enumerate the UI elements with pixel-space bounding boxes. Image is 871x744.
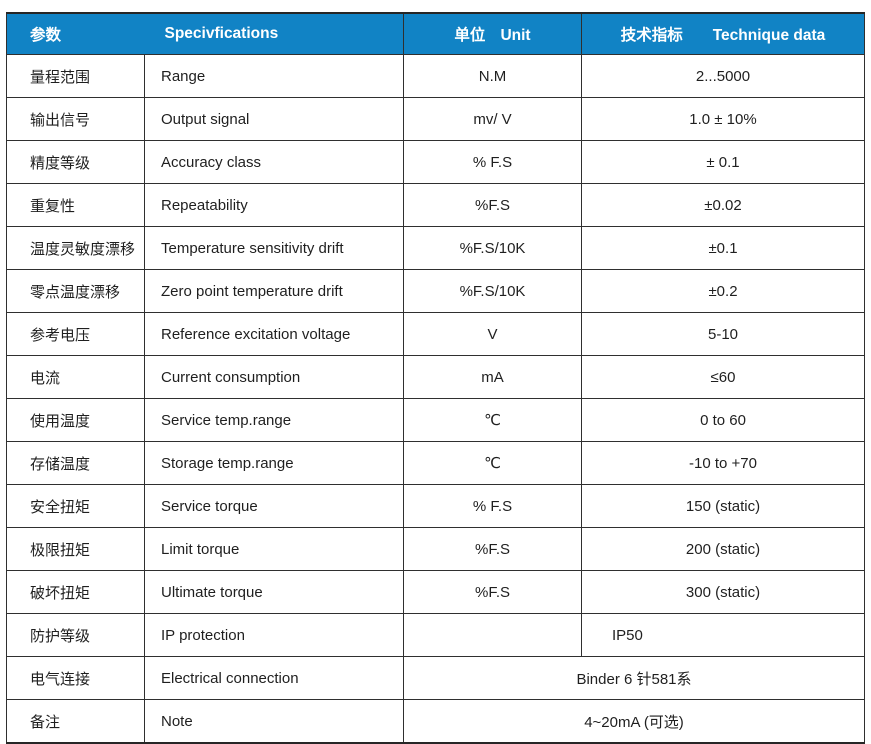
header-unit-en: Unit bbox=[500, 27, 531, 44]
value-cell: ±0.02 bbox=[581, 183, 865, 227]
header-tech-zh: 技术指标 bbox=[620, 27, 683, 44]
table-row-service-torque: 安全扭矩 Service torque % F.S 150 (static) bbox=[6, 484, 865, 528]
unit-cell: % F.S bbox=[403, 140, 582, 184]
spec-cell: Zero point temperature drift bbox=[144, 269, 404, 313]
value-cell: 1.0 ± 10% bbox=[581, 97, 865, 141]
param-cell: 存储温度 bbox=[6, 441, 145, 485]
param-cell: 精度等级 bbox=[6, 140, 145, 184]
table-row-zero-point-temp-drift: 零点温度漂移 Zero point temperature drift %F.S… bbox=[6, 269, 865, 313]
param-cell: 参考电压 bbox=[6, 312, 145, 356]
table-row-repeatability: 重复性 Repeatability %F.S ±0.02 bbox=[6, 183, 865, 227]
unit-cell: %F.S bbox=[403, 183, 582, 227]
value-cell: ±0.1 bbox=[581, 226, 865, 270]
value-cell: ± 0.1 bbox=[581, 140, 865, 184]
value-cell: IP50 bbox=[581, 613, 865, 657]
header-unit: 单位 Unit bbox=[403, 12, 582, 55]
spec-cell: Accuracy class bbox=[144, 140, 404, 184]
unit-cell: %F.S bbox=[403, 570, 582, 614]
value-cell: 5-10 bbox=[581, 312, 865, 356]
param-cell: 使用温度 bbox=[6, 398, 145, 442]
unit-cell: % F.S bbox=[403, 484, 582, 528]
param-cell: 输出信号 bbox=[6, 97, 145, 141]
spec-cell: Note bbox=[144, 699, 404, 744]
param-cell: 电流 bbox=[6, 355, 145, 399]
header-specifications: Specivfications bbox=[144, 12, 404, 55]
value-cell: 2...5000 bbox=[581, 54, 865, 98]
spec-cell: Temperature sensitivity drift bbox=[144, 226, 404, 270]
param-cell: 安全扭矩 bbox=[6, 484, 145, 528]
unit-cell: ℃ bbox=[403, 398, 582, 442]
table-row-reference-voltage: 参考电压 Reference excitation voltage V 5-10 bbox=[6, 312, 865, 356]
value-cell-merged: 4~20mA (可选) bbox=[403, 699, 865, 744]
unit-cell: V bbox=[403, 312, 582, 356]
value-cell: ±0.2 bbox=[581, 269, 865, 313]
table-row-service-temp-range: 使用温度 Service temp.range ℃ 0 to 60 bbox=[6, 398, 865, 442]
spec-cell: Service temp.range bbox=[144, 398, 404, 442]
unit-cell: ℃ bbox=[403, 441, 582, 485]
spec-cell: Repeatability bbox=[144, 183, 404, 227]
header-param: 参数 bbox=[6, 12, 145, 55]
table-row-range: 量程范围 Range N.M 2...5000 bbox=[6, 54, 865, 98]
unit-cell: %F.S/10K bbox=[403, 269, 582, 313]
table-row-storage-temp-range: 存储温度 Storage temp.range ℃ -10 to +70 bbox=[6, 441, 865, 485]
spec-cell: Electrical connection bbox=[144, 656, 404, 700]
table-row-electrical-connection: 电气连接 Electrical connection Binder 6 针581… bbox=[6, 656, 865, 700]
spec-cell: IP protection bbox=[144, 613, 404, 657]
value-cell: 300 (static) bbox=[581, 570, 865, 614]
spec-cell: Ultimate torque bbox=[144, 570, 404, 614]
header-unit-zh: 单位 bbox=[454, 27, 486, 44]
param-cell: 量程范围 bbox=[6, 54, 145, 98]
value-cell: 200 (static) bbox=[581, 527, 865, 571]
value-cell-merged: Binder 6 针581系 bbox=[403, 656, 865, 700]
table-row-temp-sensitivity-drift: 温度灵敏度漂移 Temperature sensitivity drift %F… bbox=[6, 226, 865, 270]
table-row-accuracy-class: 精度等级 Accuracy class % F.S ± 0.1 bbox=[6, 140, 865, 184]
param-cell: 温度灵敏度漂移 bbox=[6, 226, 145, 270]
param-cell: 重复性 bbox=[6, 183, 145, 227]
param-cell: 零点温度漂移 bbox=[6, 269, 145, 313]
table-row-limit-torque: 极限扭矩 Limit torque %F.S 200 (static) bbox=[6, 527, 865, 571]
param-cell: 破坏扭矩 bbox=[6, 570, 145, 614]
param-cell: 备注 bbox=[6, 699, 145, 744]
unit-cell: mA bbox=[403, 355, 582, 399]
spec-cell: Reference excitation voltage bbox=[144, 312, 404, 356]
unit-cell: %F.S bbox=[403, 527, 582, 571]
table-row-ip-protection: 防护等级 IP protection IP50 bbox=[6, 613, 865, 657]
table-row-note: 备注 Note 4~20mA (可选) bbox=[6, 699, 865, 744]
table-row-ultimate-torque: 破坏扭矩 Ultimate torque %F.S 300 (static) bbox=[6, 570, 865, 614]
spec-table: 参数 Specivfications 单位 Unit 技术指标 Technique … bbox=[6, 12, 865, 744]
spec-cell: Range bbox=[144, 54, 404, 98]
param-cell: 防护等级 bbox=[6, 613, 145, 657]
unit-cell: %F.S/10K bbox=[403, 226, 582, 270]
header-tech-en: Technique data bbox=[712, 27, 826, 44]
unit-cell: mv/ V bbox=[403, 97, 582, 141]
param-cell: 电气连接 bbox=[6, 656, 145, 700]
unit-cell bbox=[403, 613, 582, 657]
value-cell: ≤60 bbox=[581, 355, 865, 399]
table-row-current-consumption: 电流 Current consumption mA ≤60 bbox=[6, 355, 865, 399]
table-row-output-signal: 输出信号 Output signal mv/ V 1.0 ± 10% bbox=[6, 97, 865, 141]
value-cell: -10 to +70 bbox=[581, 441, 865, 485]
spec-cell: Service torque bbox=[144, 484, 404, 528]
unit-cell: N.M bbox=[403, 54, 582, 98]
value-cell: 0 to 60 bbox=[581, 398, 865, 442]
spec-cell: Current consumption bbox=[144, 355, 404, 399]
value-cell: 150 (static) bbox=[581, 484, 865, 528]
table-header-row: 参数 Specivfications 单位 Unit 技术指标 Technique … bbox=[6, 12, 865, 55]
spec-cell: Output signal bbox=[144, 97, 404, 141]
header-technique-data: 技术指标 Technique data bbox=[581, 12, 865, 55]
spec-cell: Storage temp.range bbox=[144, 441, 404, 485]
param-cell: 极限扭矩 bbox=[6, 527, 145, 571]
spec-cell: Limit torque bbox=[144, 527, 404, 571]
